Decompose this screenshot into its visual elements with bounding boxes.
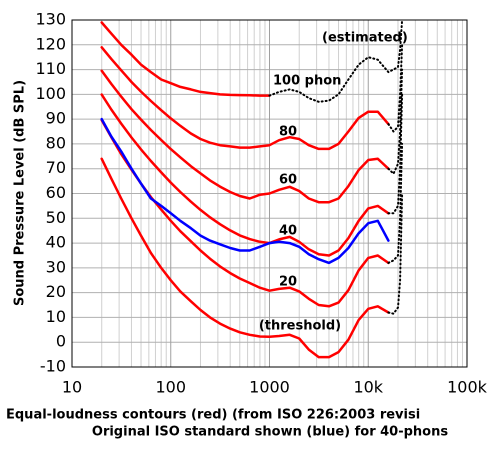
annotation: 80 — [279, 125, 297, 140]
y-tick-label: 110 — [35, 59, 66, 78]
y-tick-label: 80 — [46, 133, 66, 152]
y-tick-label: 0 — [56, 332, 66, 351]
annotation: 40 — [279, 224, 297, 239]
y-tick-label: 30 — [46, 257, 66, 276]
y-tick-label: 10 — [46, 307, 66, 326]
curve — [100, 157, 390, 359]
x-tick-label: 10 — [62, 378, 82, 397]
estimated-curve — [387, 43, 404, 133]
curve — [100, 117, 390, 265]
curve — [100, 21, 271, 97]
x-axis-label: Equal-loudness contours (red) (from ISO … — [6, 408, 420, 423]
curve — [100, 69, 390, 204]
y-tick-label: 90 — [46, 109, 66, 128]
estimated-curve — [387, 142, 404, 264]
x-axis-label: Original ISO standard shown (blue) for 4… — [92, 425, 448, 440]
y-tick-label: 40 — [46, 233, 66, 252]
estimated-curve — [268, 19, 404, 103]
estimated-curve — [387, 93, 404, 215]
y-tick-label: 20 — [46, 282, 66, 301]
y-tick-label: 130 — [35, 10, 66, 29]
y-tick-label: 50 — [46, 208, 66, 227]
y-tick-label: 100 — [35, 84, 66, 103]
annotation: (threshold) — [259, 319, 341, 334]
x-tick-label: 10k — [353, 378, 383, 397]
estimated-curve — [387, 192, 404, 315]
annotation: 100 phon — [273, 74, 341, 89]
y-tick-label: 60 — [46, 183, 66, 202]
estimated-curve — [387, 68, 404, 175]
x-tick-label: 1000 — [249, 378, 290, 397]
curve — [100, 93, 390, 257]
y-axis-label: Sound Pressure Level (dB SPL) — [13, 80, 28, 306]
annotation: 20 — [279, 275, 297, 290]
curve — [100, 46, 390, 151]
y-tick-label: 120 — [35, 34, 66, 53]
x-tick-label: 100k — [447, 378, 488, 397]
annotation: (estimated) — [322, 31, 408, 46]
x-tick-label: 100 — [155, 378, 186, 397]
y-tick-label: 70 — [46, 158, 66, 177]
y-tick-label: -10 — [40, 357, 66, 376]
plot-frame — [71, 19, 468, 368]
annotation: 60 — [279, 173, 297, 188]
